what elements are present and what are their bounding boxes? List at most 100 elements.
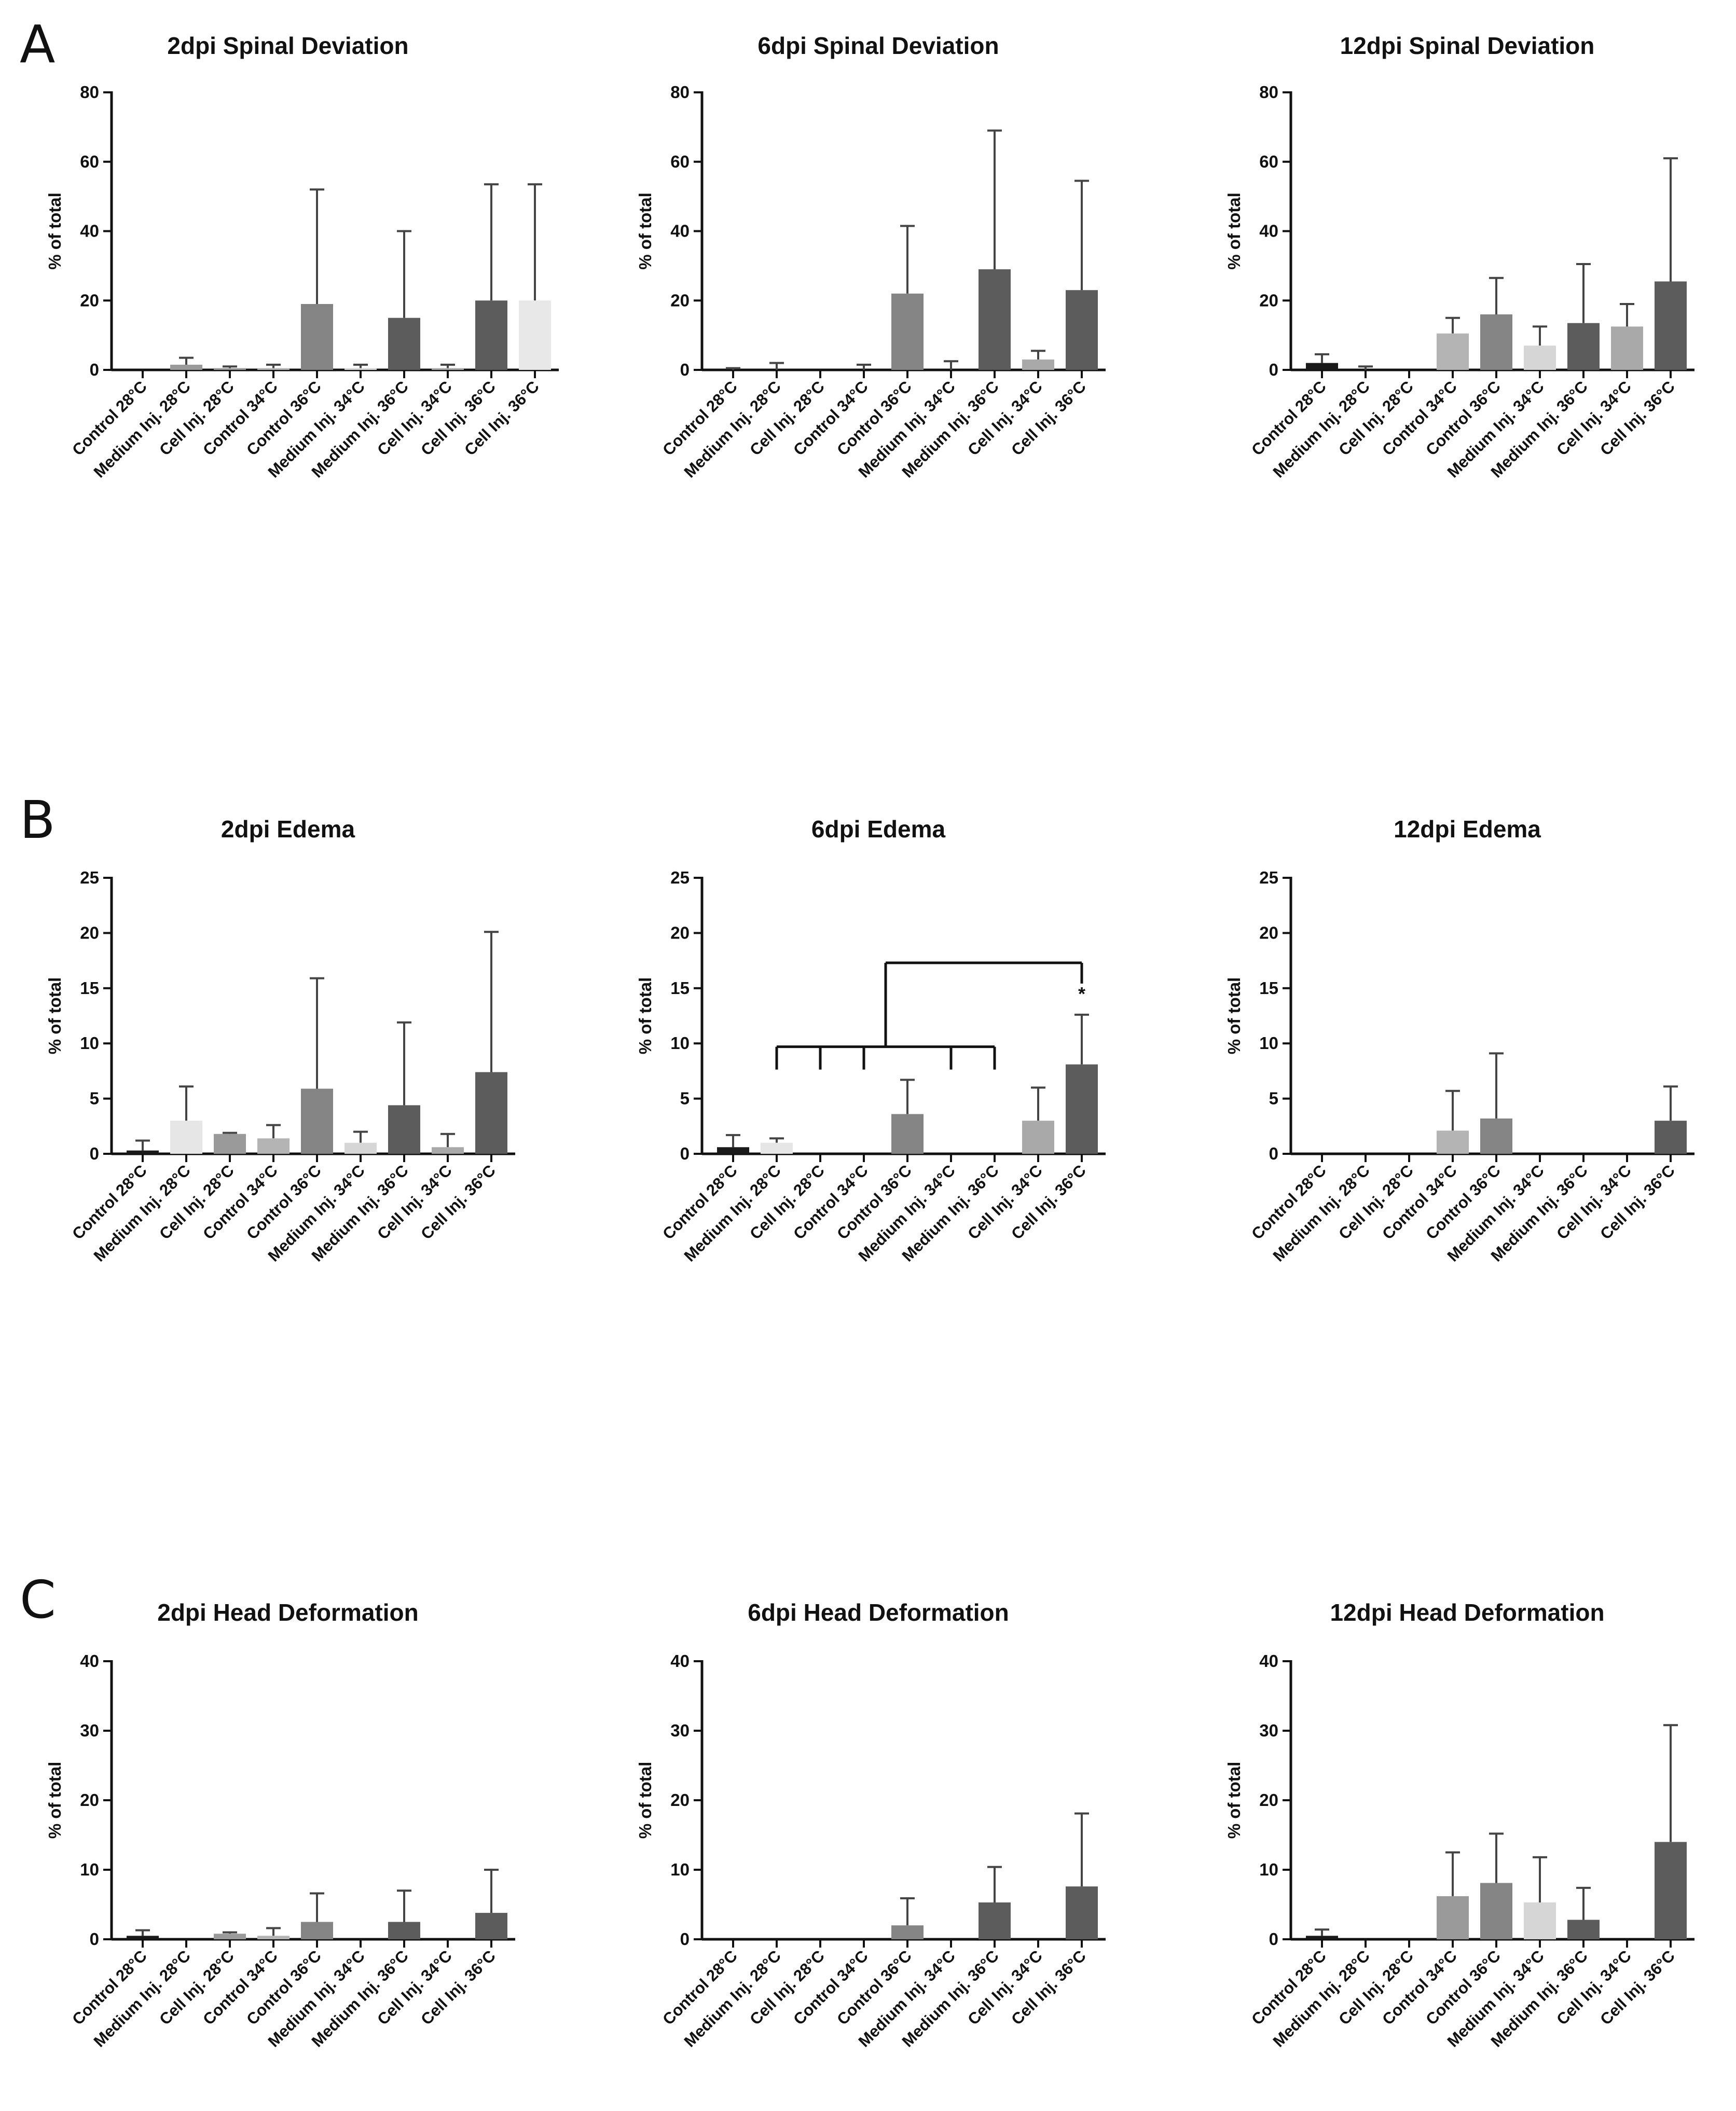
y-tick-label: 0 — [1269, 1144, 1278, 1163]
y-axis-label: % of total — [45, 192, 64, 269]
y-tick-label: 30 — [80, 1721, 99, 1740]
y-tick-label: 10 — [80, 1860, 99, 1879]
bar — [1611, 326, 1643, 370]
bar — [301, 303, 333, 370]
chart-title: 2dpi Edema — [221, 816, 355, 843]
y-tick-label: 40 — [1259, 222, 1278, 241]
y-axis-label: % of total — [636, 192, 655, 269]
y-tick-label: 20 — [1259, 923, 1278, 942]
y-tick-label: 10 — [1259, 1860, 1278, 1879]
y-tick-label: 0 — [1269, 1929, 1278, 1949]
bar — [127, 1936, 159, 1939]
bar — [1524, 1902, 1556, 1939]
bar — [891, 293, 924, 370]
y-axis-label: % of total — [45, 1762, 64, 1839]
bar — [388, 1922, 420, 1939]
y-tick-label: 30 — [670, 1721, 690, 1740]
bar — [979, 1902, 1011, 1939]
bar — [432, 1147, 464, 1154]
y-tick-label: 25 — [670, 868, 690, 887]
chart-title: 2dpi Head Deformation — [157, 1599, 419, 1626]
y-tick-label: 20 — [80, 923, 99, 942]
y-tick-label: 10 — [670, 1033, 690, 1053]
y-tick-label: 0 — [680, 360, 690, 379]
bar — [1567, 1920, 1600, 1939]
chart-title: 12dpi Spinal Deviation — [1340, 32, 1595, 59]
bar — [1480, 1883, 1512, 1939]
bar — [1524, 346, 1556, 370]
bar — [1066, 1064, 1098, 1154]
bar — [1022, 1121, 1054, 1154]
bar — [475, 1072, 507, 1154]
y-tick-label: 5 — [680, 1089, 690, 1108]
bar — [257, 368, 290, 370]
chart-title: 12dpi Edema — [1394, 816, 1541, 843]
panel-letter-a: A — [20, 14, 55, 75]
bar — [761, 1142, 793, 1154]
y-tick-label: 20 — [1259, 1790, 1278, 1810]
y-tick-label: 60 — [670, 152, 690, 171]
y-axis-label: % of total — [1224, 192, 1244, 269]
y-tick-label: 30 — [1259, 1721, 1278, 1740]
y-tick-label: 0 — [1269, 360, 1278, 379]
y-tick-label: 40 — [670, 1651, 690, 1671]
bar — [257, 1138, 290, 1154]
y-tick-label: 15 — [80, 978, 99, 998]
y-tick-label: 0 — [90, 1144, 99, 1163]
bar — [257, 1936, 290, 1939]
bar — [1306, 363, 1338, 370]
chart-title: 12dpi Head Deformation — [1330, 1599, 1604, 1626]
chart-title: 2dpi Spinal Deviation — [167, 32, 408, 59]
bar — [1437, 333, 1469, 370]
bar — [1066, 290, 1098, 370]
bar — [345, 368, 377, 370]
bar — [388, 318, 420, 370]
y-tick-label: 40 — [80, 222, 99, 241]
bar — [301, 1922, 333, 1939]
y-tick-label: 25 — [80, 868, 99, 887]
y-tick-label: 10 — [1259, 1033, 1278, 1053]
bar — [170, 364, 202, 370]
y-tick-label: 80 — [670, 82, 690, 102]
bar — [519, 300, 551, 370]
bar — [1022, 359, 1054, 370]
panel-letter-b: B — [20, 790, 56, 850]
bar — [891, 1114, 924, 1154]
y-tick-label: 20 — [670, 923, 690, 942]
bar — [979, 269, 1011, 370]
y-tick-label: 5 — [1269, 1089, 1278, 1108]
y-tick-label: 10 — [670, 1860, 690, 1879]
significance-star: * — [1078, 983, 1085, 1004]
bar — [432, 368, 464, 370]
bar — [1480, 314, 1512, 370]
y-tick-label: 0 — [680, 1144, 690, 1163]
bar — [1480, 1118, 1512, 1154]
y-axis-label: % of total — [45, 977, 64, 1054]
y-axis-label: % of total — [1224, 977, 1244, 1054]
y-tick-label: 0 — [90, 360, 99, 379]
y-tick-label: 80 — [80, 82, 99, 102]
y-tick-label: 15 — [1259, 978, 1278, 998]
y-tick-label: 0 — [90, 1929, 99, 1949]
bar — [214, 1934, 246, 1939]
y-tick-label: 10 — [80, 1033, 99, 1053]
y-axis-label: % of total — [636, 977, 655, 1054]
y-axis-label: % of total — [1224, 1762, 1244, 1839]
bar — [1437, 1896, 1469, 1939]
bar — [717, 1147, 749, 1154]
chart-title: 6dpi Head Deformation — [748, 1599, 1009, 1626]
y-tick-label: 80 — [1259, 82, 1278, 102]
y-tick-label: 40 — [670, 222, 690, 241]
y-tick-label: 20 — [670, 1790, 690, 1810]
y-tick-label: 20 — [80, 1790, 99, 1810]
bar — [1567, 323, 1600, 370]
bar — [214, 1134, 246, 1154]
bar — [127, 1150, 159, 1154]
y-axis-label: % of total — [636, 1762, 655, 1839]
bar — [214, 368, 246, 370]
bar — [475, 1913, 507, 1939]
chart-title: 6dpi Spinal Deviation — [757, 32, 999, 59]
bar — [1655, 1842, 1687, 1939]
